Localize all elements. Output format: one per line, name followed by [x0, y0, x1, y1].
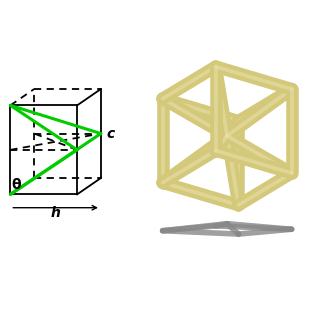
Text: c: c — [107, 127, 115, 141]
Text: θ: θ — [12, 179, 22, 193]
Text: h: h — [51, 205, 61, 220]
